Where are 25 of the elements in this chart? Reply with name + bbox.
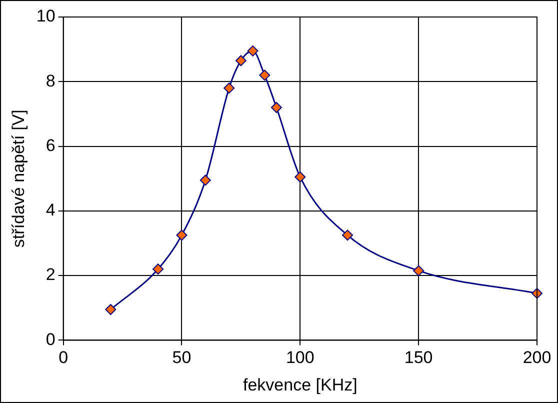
x-axis-title: fekvence [KHz] xyxy=(242,375,358,394)
point xyxy=(176,230,188,241)
point xyxy=(224,82,235,94)
x-tick-label: 150 xyxy=(404,348,433,368)
x-tick-label: 50 xyxy=(172,348,192,368)
y-axis-title: střídavé napětí [V] xyxy=(8,110,28,248)
y-tick-label: 8 xyxy=(46,71,56,90)
point xyxy=(270,102,282,113)
y-tick-label: 6 xyxy=(46,136,56,155)
y-tick-label: 10 xyxy=(36,6,56,26)
point xyxy=(235,55,246,66)
x-tick-label: 0 xyxy=(58,348,68,368)
y-tick-label: 4 xyxy=(46,200,56,220)
x-tick-label: 200 xyxy=(522,348,552,368)
y-tick-label: 2 xyxy=(46,265,56,284)
x-tick-label: 100 xyxy=(286,348,314,368)
point xyxy=(342,230,354,241)
point xyxy=(105,304,116,315)
point xyxy=(259,70,270,81)
point xyxy=(294,171,306,182)
y-tick-label: 0 xyxy=(46,330,56,349)
point xyxy=(200,174,211,186)
point xyxy=(247,45,258,56)
point xyxy=(152,264,164,275)
point xyxy=(413,265,424,276)
